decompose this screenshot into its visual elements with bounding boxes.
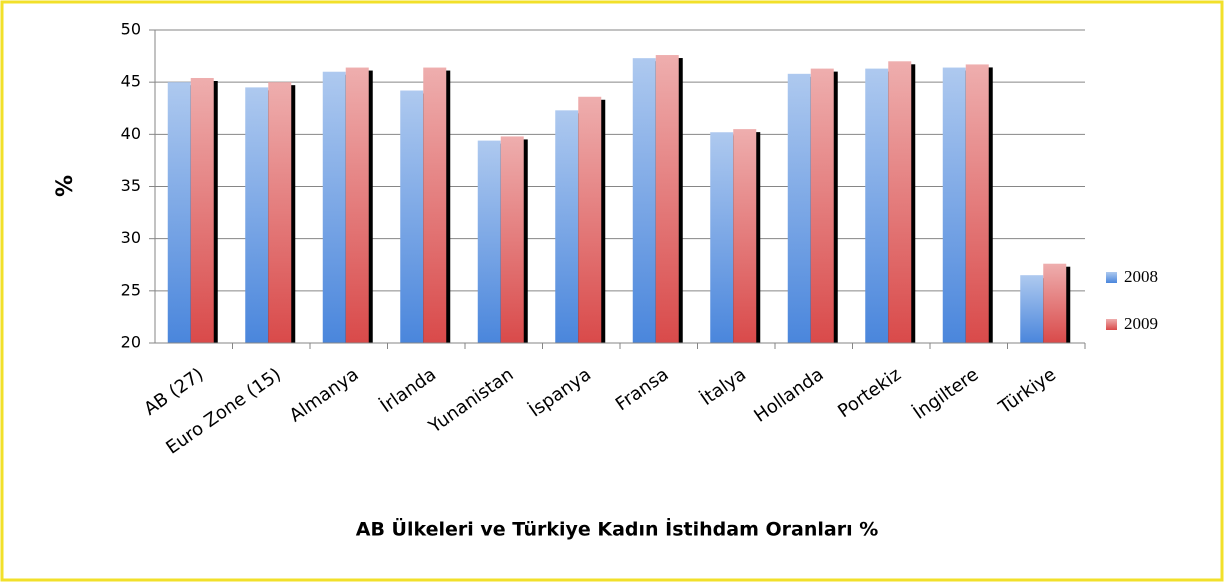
chart-title: AB Ülkeleri ve Türkiye Kadın İstihdam Or… — [356, 517, 879, 541]
bar — [787, 73, 811, 343]
bar — [322, 71, 346, 343]
bar — [1043, 263, 1067, 343]
bar — [655, 55, 679, 343]
bar — [710, 132, 734, 343]
legend-swatch — [1106, 319, 1117, 330]
y-tick-label: 25 — [121, 280, 141, 299]
bar — [965, 64, 989, 344]
bar — [632, 58, 656, 344]
bar — [423, 67, 447, 343]
y-tick-label: 35 — [121, 176, 141, 195]
bar — [1020, 275, 1044, 343]
bar — [190, 77, 214, 343]
y-tick-label: 45 — [121, 72, 141, 91]
y-tick-label: 20 — [121, 333, 141, 352]
y-tick-label: 50 — [121, 20, 141, 39]
bar — [400, 90, 424, 343]
legend-swatch — [1106, 272, 1117, 283]
bar — [167, 82, 191, 344]
bar — [865, 68, 889, 343]
bar — [477, 140, 501, 343]
bar — [733, 129, 757, 343]
bar — [345, 67, 369, 343]
bar — [888, 61, 912, 344]
bar — [810, 68, 834, 343]
bar — [578, 96, 602, 343]
y-tick-label: 40 — [121, 124, 141, 143]
y-tick-label: 30 — [121, 228, 141, 247]
bar — [555, 110, 579, 343]
legend-label: 2009 — [1124, 314, 1158, 333]
bar — [942, 67, 966, 343]
bar — [500, 136, 524, 343]
bar — [268, 82, 292, 344]
y-axis-label: % — [53, 175, 78, 197]
legend-label: 2008 — [1124, 267, 1158, 286]
bar — [245, 87, 269, 343]
